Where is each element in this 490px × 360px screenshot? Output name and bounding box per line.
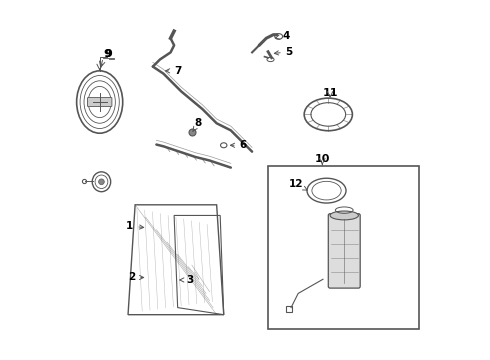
Text: 9: 9 — [104, 49, 113, 59]
Text: 4: 4 — [275, 31, 290, 41]
Text: 1: 1 — [126, 221, 144, 231]
Ellipse shape — [330, 211, 358, 220]
Text: 12: 12 — [289, 179, 307, 190]
Text: 9: 9 — [103, 49, 111, 59]
FancyBboxPatch shape — [87, 98, 112, 107]
Text: 2: 2 — [128, 273, 144, 283]
Ellipse shape — [98, 179, 104, 185]
Text: 5: 5 — [274, 47, 293, 57]
Text: 11: 11 — [323, 88, 339, 98]
FancyBboxPatch shape — [328, 214, 360, 288]
Bar — [268, 166, 418, 329]
Text: 6: 6 — [230, 140, 247, 150]
Text: 10: 10 — [315, 154, 330, 164]
Text: 8: 8 — [193, 118, 202, 131]
Text: 3: 3 — [180, 275, 194, 285]
Text: 7: 7 — [166, 66, 181, 76]
